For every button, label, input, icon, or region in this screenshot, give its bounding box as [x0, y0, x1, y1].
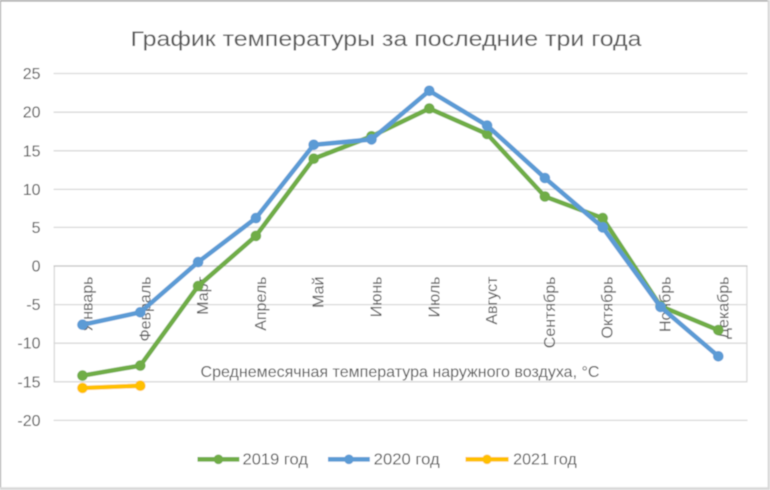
svg-text:Декабрь: Декабрь — [715, 277, 732, 339]
svg-text:-5: -5 — [26, 297, 40, 314]
svg-text:2020 год: 2020 год — [374, 451, 441, 468]
svg-text:Август: Август — [484, 276, 501, 325]
svg-text:Среднемесячная температура нар: Среднемесячная температура наружного воз… — [201, 364, 600, 381]
svg-text:Июнь: Июнь — [369, 277, 386, 318]
svg-text:2021 год: 2021 год — [513, 451, 577, 468]
svg-text:-10: -10 — [17, 336, 40, 353]
svg-text:15: 15 — [23, 143, 41, 160]
svg-text:-15: -15 — [17, 374, 40, 391]
svg-text:25: 25 — [23, 66, 41, 83]
svg-text:5: 5 — [32, 220, 41, 237]
svg-text:10: 10 — [23, 182, 41, 199]
svg-text:0: 0 — [32, 259, 41, 276]
svg-text:2019 год: 2019 год — [243, 451, 309, 468]
svg-text:-20: -20 — [17, 413, 40, 430]
svg-text:Июль: Июль — [426, 277, 443, 318]
svg-text:Сентябрь: Сентябрь — [542, 277, 559, 349]
svg-text:Январь: Январь — [80, 277, 97, 332]
svg-text:Май: Май — [311, 277, 328, 308]
svg-text:График температуры за последни: График температуры за последние три года — [131, 28, 642, 51]
svg-text:Апрель: Апрель — [253, 277, 270, 331]
svg-text:20: 20 — [23, 105, 41, 122]
svg-text:Октябрь: Октябрь — [600, 277, 617, 339]
